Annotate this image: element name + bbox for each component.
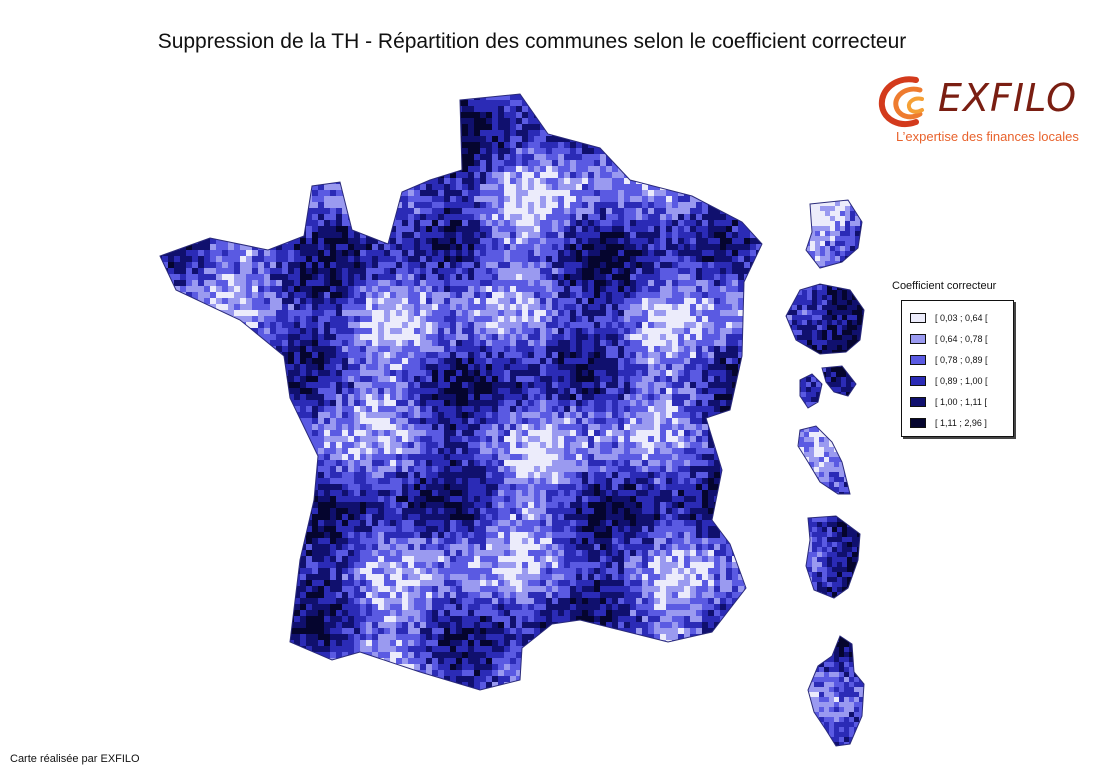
legend-item: [ 1,00 ; 1,11 [ bbox=[910, 391, 1007, 412]
swirl-icon bbox=[878, 76, 924, 127]
legend-swatch bbox=[910, 354, 926, 365]
legend-label: [ 1,11 ; 2,96 ] bbox=[935, 417, 987, 428]
legend-swatch bbox=[910, 417, 926, 428]
credit-text: Carte réalisée par EXFILO bbox=[10, 753, 140, 765]
legend-label: [ 0,78 ; 0,89 [ bbox=[935, 354, 988, 365]
page-title: Suppression de la TH - Répartition des c… bbox=[157, 30, 907, 53]
legend-swatch bbox=[910, 375, 926, 386]
exfilo-logo: EXFILO L’expertise des finances locales bbox=[876, 74, 1079, 148]
legend-swatch bbox=[910, 312, 926, 323]
legend-label: [ 0,64 ; 0,78 [ bbox=[935, 333, 988, 344]
logo-tagline: L’expertise des finances locales bbox=[896, 129, 1079, 144]
legend-item: [ 0,64 ; 0,78 [ bbox=[910, 328, 1007, 349]
legend-item: [ 0,03 ; 0,64 [ bbox=[910, 307, 1007, 328]
legend-item: [ 0,89 ; 1,00 [ bbox=[910, 370, 1007, 391]
legend-title: Coefficient correcteur bbox=[892, 280, 997, 292]
logo-wordmark: EXFILO bbox=[938, 76, 1078, 120]
legend-swatch bbox=[910, 333, 926, 344]
legend-swatch bbox=[910, 396, 926, 407]
legend-item: [ 0,78 ; 0,89 [ bbox=[910, 349, 1007, 370]
legend-label: [ 0,03 ; 0,64 [ bbox=[935, 312, 988, 323]
map-legend: Coefficient correcteur [ 0,03 ; 0,64 [ [… bbox=[892, 280, 1014, 437]
legend-label: [ 1,00 ; 1,11 [ bbox=[935, 396, 987, 407]
legend-label: [ 0,89 ; 1,00 [ bbox=[935, 375, 988, 386]
legend-item: [ 1,11 ; 2,96 ] bbox=[910, 412, 1007, 433]
legend-box: [ 0,03 ; 0,64 [ [ 0,64 ; 0,78 [ [ 0,78 ;… bbox=[901, 300, 1014, 437]
